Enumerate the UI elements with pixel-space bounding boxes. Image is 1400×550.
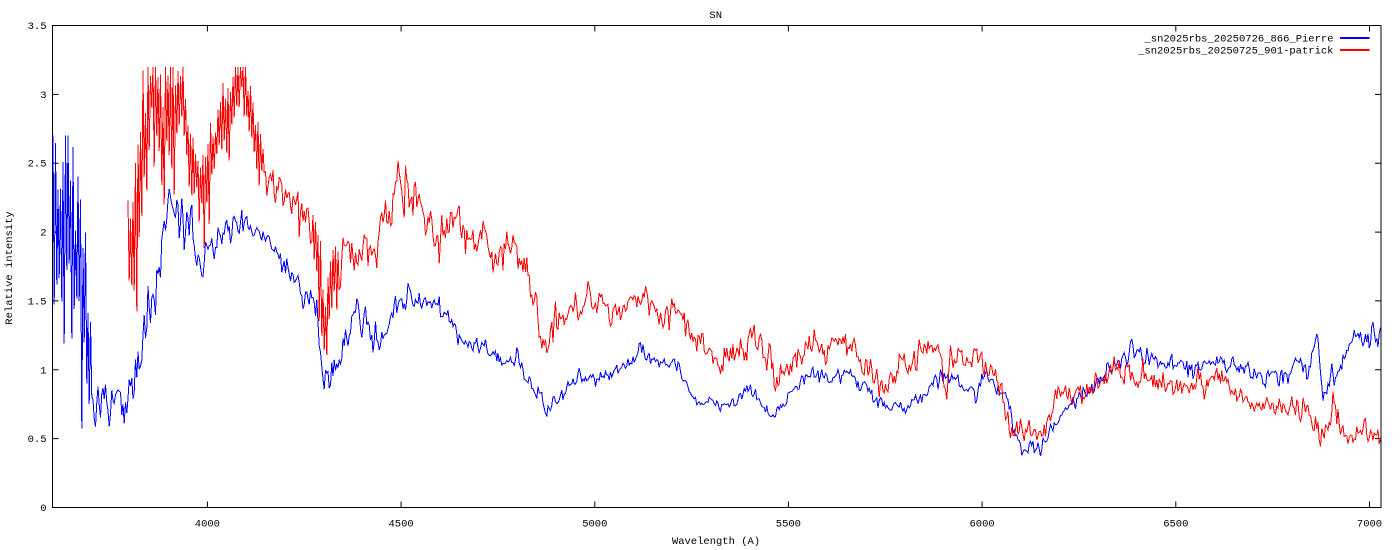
svg-text:7000: 7000: [1357, 519, 1382, 531]
svg-text:0: 0: [40, 503, 46, 515]
svg-text:_sn2025rbs_20250725_901-patric: _sn2025rbs_20250725_901-patrick: [1137, 46, 1333, 58]
svg-text:1: 1: [40, 365, 46, 377]
svg-text:3: 3: [40, 90, 46, 102]
svg-text:1.5: 1.5: [28, 296, 47, 308]
svg-text:Relative intensity: Relative intensity: [4, 211, 16, 324]
svg-text:0.5: 0.5: [28, 434, 47, 446]
svg-text:6500: 6500: [1163, 519, 1188, 531]
svg-text:_sn2025rbs_20250726_866_Pierre: _sn2025rbs_20250726_866_Pierre: [1143, 34, 1333, 46]
svg-text:5000: 5000: [582, 519, 607, 531]
svg-text:4500: 4500: [388, 519, 413, 531]
svg-text:4000: 4000: [195, 519, 220, 531]
svg-text:6000: 6000: [969, 519, 994, 531]
svg-text:2.5: 2.5: [28, 159, 47, 171]
svg-text:2: 2: [40, 228, 46, 240]
svg-text:Wavelength (A): Wavelength (A): [672, 536, 760, 548]
svg-text:3.5: 3.5: [28, 21, 47, 33]
svg-text:SN: SN: [709, 10, 722, 22]
svg-text:5500: 5500: [776, 519, 801, 531]
